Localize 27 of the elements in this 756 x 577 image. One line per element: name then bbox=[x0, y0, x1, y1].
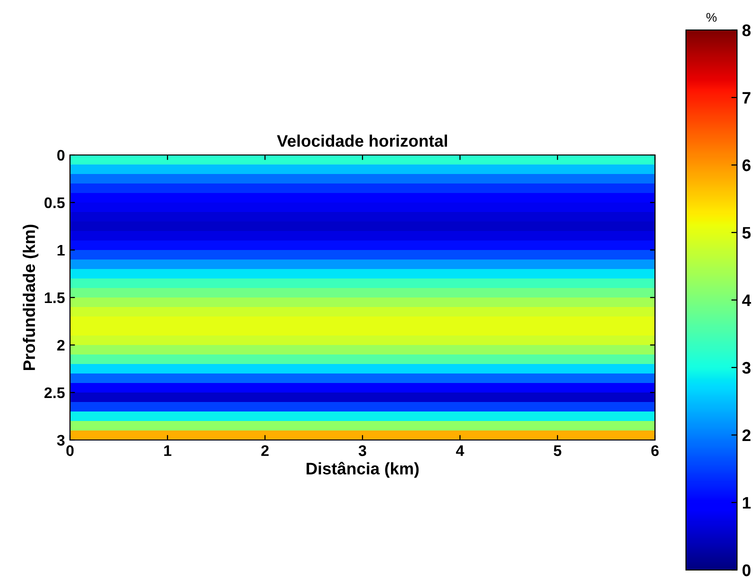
color-bar-label: 7 bbox=[742, 92, 750, 104]
x-tick-label: 0 bbox=[66, 445, 74, 456]
chart-title: Velocidade horizontal bbox=[276, 134, 447, 147]
color-bar-label: 2 bbox=[742, 429, 750, 442]
color-bar-label: 0 bbox=[742, 564, 750, 576]
color-bar-label: 1 bbox=[742, 497, 751, 509]
x-tick-label: 3 bbox=[358, 445, 366, 456]
color-bar-label: 4 bbox=[742, 294, 752, 306]
color-bar-label: 5 bbox=[742, 227, 751, 239]
x-tick-label: 1 bbox=[164, 445, 172, 456]
y-tick-label: 2.5 bbox=[44, 387, 65, 398]
y-axis-title: Profundidade (km) bbox=[22, 224, 38, 370]
y-tick-label: 1 bbox=[58, 245, 65, 256]
y-tick-label: 0 bbox=[57, 150, 65, 161]
color-bar-label: 6 bbox=[742, 159, 751, 172]
x-tick-label: 4 bbox=[456, 445, 464, 456]
x-tick-label: 2 bbox=[261, 445, 269, 456]
x-tick-label: 6 bbox=[651, 445, 659, 456]
x-tick-label: 5 bbox=[554, 445, 562, 456]
y-tick-label: 2 bbox=[57, 340, 65, 351]
color-bar-label: 8 bbox=[742, 24, 751, 36]
x-axis-title: Distância (km) bbox=[306, 462, 419, 478]
color-bar-label: 3 bbox=[742, 362, 751, 374]
y-tick-label: 3 bbox=[56, 434, 65, 446]
y-tick-label: 1.5 bbox=[44, 292, 65, 304]
y-tick-label: 0.5 bbox=[44, 197, 65, 208]
color-bar-title: % bbox=[706, 12, 717, 22]
